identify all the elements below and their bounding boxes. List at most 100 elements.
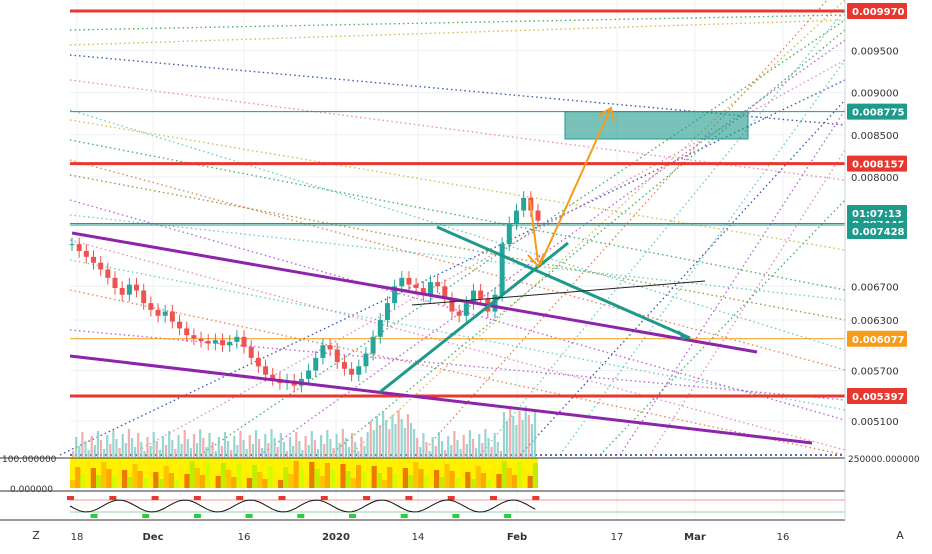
volume-bar bbox=[130, 438, 134, 457]
volume-bar bbox=[475, 448, 478, 457]
volume-bar bbox=[320, 435, 323, 457]
volume-bar bbox=[93, 445, 96, 457]
volume-bar bbox=[428, 451, 431, 457]
volume-bar bbox=[261, 448, 264, 457]
heatmap-cell bbox=[356, 465, 362, 488]
volume-bar bbox=[400, 419, 403, 457]
volume-bar bbox=[335, 434, 338, 457]
time-tick-label: 18 bbox=[71, 532, 84, 543]
volume-bar bbox=[431, 437, 434, 457]
indicator-buy-marker bbox=[452, 514, 460, 518]
fan-line bbox=[69, 329, 846, 401]
volume-bar bbox=[347, 447, 351, 457]
candle-body bbox=[470, 290, 476, 304]
candle-body bbox=[205, 341, 211, 344]
candle-body bbox=[83, 250, 89, 257]
volume-bar bbox=[87, 450, 90, 457]
fan-line bbox=[199, 19, 846, 456]
volume-bar bbox=[146, 437, 149, 457]
heatmap-cell bbox=[444, 464, 450, 488]
auto-scale-a-button[interactable]: A bbox=[896, 529, 904, 542]
heatmap-cell bbox=[174, 480, 180, 488]
volume-bar bbox=[354, 442, 357, 457]
heatmap-cell bbox=[168, 473, 174, 488]
price-level-label: 0.009970 bbox=[852, 7, 905, 18]
volume-bar bbox=[205, 447, 208, 457]
candle-body bbox=[270, 374, 276, 379]
heatmap-cell bbox=[283, 467, 289, 488]
orange-arrowhead bbox=[527, 253, 545, 268]
heatmap-cell bbox=[132, 464, 138, 488]
candle-body bbox=[306, 370, 312, 379]
price-tick-label: 0.008500 bbox=[851, 131, 899, 142]
candle-body bbox=[134, 284, 140, 291]
auto-scale-z-button[interactable]: Z bbox=[32, 529, 40, 542]
volume-bar bbox=[403, 428, 406, 457]
candle-body bbox=[177, 321, 183, 329]
candle-body bbox=[255, 357, 261, 367]
volume-bar bbox=[512, 416, 515, 457]
volume-bar bbox=[75, 437, 78, 457]
indicator-sell-marker bbox=[320, 496, 328, 500]
teal-arrowhead bbox=[678, 330, 690, 340]
price-level-badge bbox=[847, 223, 907, 239]
volume-bar bbox=[124, 443, 127, 457]
volume-bar bbox=[509, 407, 512, 457]
candle-body bbox=[406, 277, 412, 285]
heatmap-cell bbox=[371, 466, 377, 488]
fan-line bbox=[329, 29, 846, 456]
volume-bar bbox=[468, 430, 471, 457]
volume-bar bbox=[459, 449, 462, 457]
volume-bar bbox=[332, 448, 335, 457]
volume-bar bbox=[434, 446, 437, 457]
chart-grid bbox=[70, 0, 845, 520]
candle-body bbox=[191, 335, 197, 339]
fan-line bbox=[479, 9, 846, 456]
heatmap-cell bbox=[361, 472, 367, 488]
candles bbox=[69, 191, 541, 393]
candle-body bbox=[492, 294, 498, 312]
volume-bar bbox=[276, 447, 279, 457]
candle-body bbox=[442, 286, 448, 299]
volume-bar bbox=[530, 424, 533, 457]
volume-bar bbox=[462, 435, 465, 457]
candle-body bbox=[427, 282, 433, 295]
price-level-badge bbox=[847, 205, 907, 221]
volume-bar bbox=[527, 415, 530, 457]
candle-body bbox=[169, 311, 175, 322]
indicator-buy-marker bbox=[349, 514, 356, 518]
volume-bar bbox=[137, 433, 140, 457]
heatmap-cell bbox=[418, 469, 424, 488]
heatmap-cell bbox=[75, 467, 81, 488]
volume-bar bbox=[202, 438, 205, 457]
heatmap-cell bbox=[470, 479, 476, 488]
heatmap-panel bbox=[0, 457, 845, 521]
fan-line bbox=[619, 109, 846, 456]
volume-bar bbox=[344, 438, 347, 457]
indicator-axis-label: 0.000000 bbox=[10, 485, 53, 495]
time-tick-label: 14 bbox=[412, 532, 425, 543]
volume-bar bbox=[183, 430, 186, 457]
volume-bar bbox=[189, 448, 192, 457]
price-level-badge bbox=[847, 388, 907, 404]
candle-body bbox=[112, 277, 118, 288]
volume-bar bbox=[301, 450, 304, 457]
heatmap-cell bbox=[116, 463, 122, 488]
fan-line bbox=[599, 199, 846, 456]
time-tick-label: 17 bbox=[611, 532, 624, 543]
heatmap-cell bbox=[220, 463, 226, 488]
candle-body bbox=[248, 346, 254, 358]
heatmap-cell bbox=[392, 474, 398, 488]
heatmap-cell bbox=[397, 461, 403, 488]
volume-bar bbox=[524, 406, 527, 457]
volume-bar bbox=[490, 447, 493, 457]
volume-bar bbox=[521, 420, 524, 457]
volume-bar bbox=[419, 447, 422, 457]
candle-body bbox=[98, 262, 104, 270]
heatmap-cell bbox=[460, 465, 466, 488]
heatmap-cell bbox=[340, 464, 346, 488]
heatmap-cell bbox=[111, 476, 117, 488]
candle-body bbox=[456, 311, 462, 316]
